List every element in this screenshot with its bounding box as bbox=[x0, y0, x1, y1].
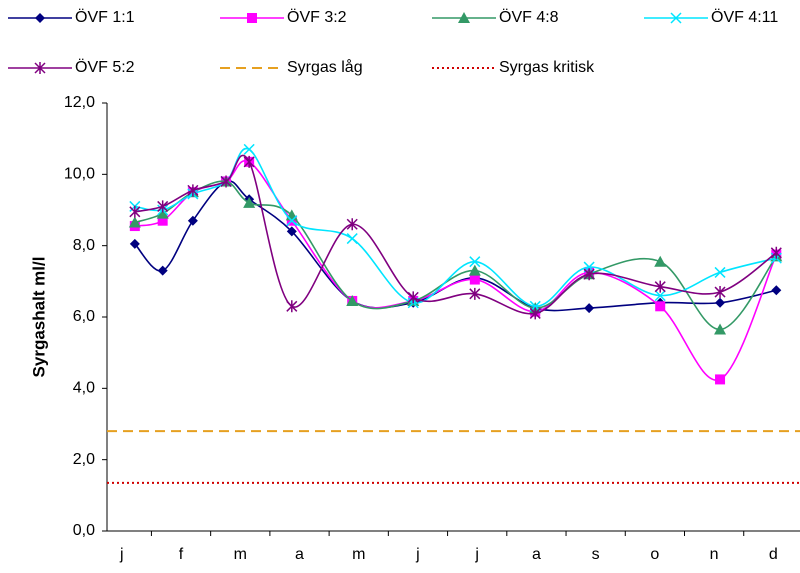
x-tick-label: a bbox=[532, 546, 541, 563]
y-tick-label: 10,0 bbox=[64, 166, 95, 183]
marker bbox=[714, 323, 727, 335]
marker bbox=[714, 286, 726, 299]
legend-label: ÖVF 5:2 bbox=[75, 58, 135, 76]
marker bbox=[156, 207, 169, 219]
legend-item: Syrgas låg bbox=[220, 58, 363, 76]
marker bbox=[654, 255, 667, 267]
marker bbox=[583, 268, 595, 281]
x-tick-label: j bbox=[474, 546, 479, 563]
marker bbox=[157, 215, 168, 226]
marker bbox=[129, 205, 141, 218]
legend-item: Syrgas kritisk bbox=[432, 59, 595, 76]
x-tick-label: j bbox=[119, 546, 124, 563]
y-tick-label: 8,0 bbox=[73, 237, 95, 254]
legend-label: ÖVF 4:8 bbox=[499, 8, 559, 26]
marker bbox=[346, 294, 359, 306]
legend-item: ÖVF 3:2 bbox=[220, 8, 347, 26]
marker bbox=[407, 291, 419, 304]
series-line bbox=[134, 180, 777, 331]
y-tick-label: 0,0 bbox=[73, 522, 95, 539]
legend-item: ÖVF 4:11 bbox=[644, 8, 778, 26]
x-tick-label: a bbox=[295, 546, 304, 563]
marker bbox=[286, 215, 298, 227]
y-axis-label: Syrgashalt ml/l bbox=[29, 257, 48, 378]
marker bbox=[128, 216, 141, 228]
legend-label: Syrgas låg bbox=[287, 58, 363, 76]
x-tick-label: s bbox=[592, 546, 600, 563]
marker bbox=[157, 200, 169, 213]
y-tick-label: 2,0 bbox=[73, 451, 95, 468]
series-line bbox=[134, 147, 777, 308]
x-tick-label: d bbox=[769, 546, 778, 563]
x-tick-label: o bbox=[650, 546, 659, 563]
marker bbox=[469, 256, 481, 268]
series-line bbox=[134, 159, 778, 381]
marker bbox=[715, 374, 726, 385]
x-tick-label: m bbox=[352, 546, 365, 563]
marker bbox=[529, 307, 541, 320]
marker bbox=[654, 280, 666, 293]
marker bbox=[584, 303, 595, 314]
marker bbox=[654, 290, 666, 302]
y-tick-label: 4,0 bbox=[73, 380, 95, 397]
legend-label: ÖVF 3:2 bbox=[287, 8, 347, 26]
x-tick-label: f bbox=[179, 546, 184, 563]
legend-item: ÖVF 4:8 bbox=[432, 8, 559, 26]
x-tick-label: n bbox=[710, 546, 719, 563]
marker bbox=[286, 226, 297, 237]
x-tick-label: j bbox=[415, 546, 420, 563]
marker bbox=[187, 215, 198, 226]
legend-label: Syrgas kritisk bbox=[499, 59, 595, 76]
y-tick-label: 12,0 bbox=[64, 94, 95, 111]
series-line bbox=[134, 154, 777, 315]
marker bbox=[220, 175, 232, 188]
marker bbox=[468, 264, 481, 276]
marker bbox=[243, 196, 256, 208]
legend-item: ÖVF 5:2 bbox=[8, 58, 135, 76]
marker bbox=[771, 285, 782, 296]
marker bbox=[715, 297, 726, 308]
marker bbox=[157, 265, 168, 276]
marker bbox=[346, 218, 358, 231]
marker bbox=[243, 155, 255, 168]
legend-marker bbox=[35, 13, 45, 23]
legend-marker bbox=[670, 12, 682, 24]
y-tick-label: 6,0 bbox=[73, 308, 95, 325]
legend-label: ÖVF 4:11 bbox=[711, 8, 778, 26]
x-tick-label: m bbox=[234, 546, 247, 563]
marker bbox=[286, 300, 298, 313]
marker bbox=[129, 238, 140, 249]
legend-item: ÖVF 1:1 bbox=[8, 8, 135, 26]
marker bbox=[714, 266, 726, 278]
marker bbox=[770, 246, 782, 259]
legend-label: ÖVF 1:1 bbox=[75, 8, 135, 26]
marker bbox=[187, 184, 199, 197]
legend-marker bbox=[34, 62, 46, 74]
marker bbox=[469, 287, 481, 300]
marker bbox=[243, 143, 255, 155]
legend-marker bbox=[247, 13, 257, 23]
marker bbox=[346, 233, 358, 245]
legend-marker bbox=[458, 12, 470, 23]
marker bbox=[469, 274, 480, 285]
marker bbox=[655, 301, 666, 312]
